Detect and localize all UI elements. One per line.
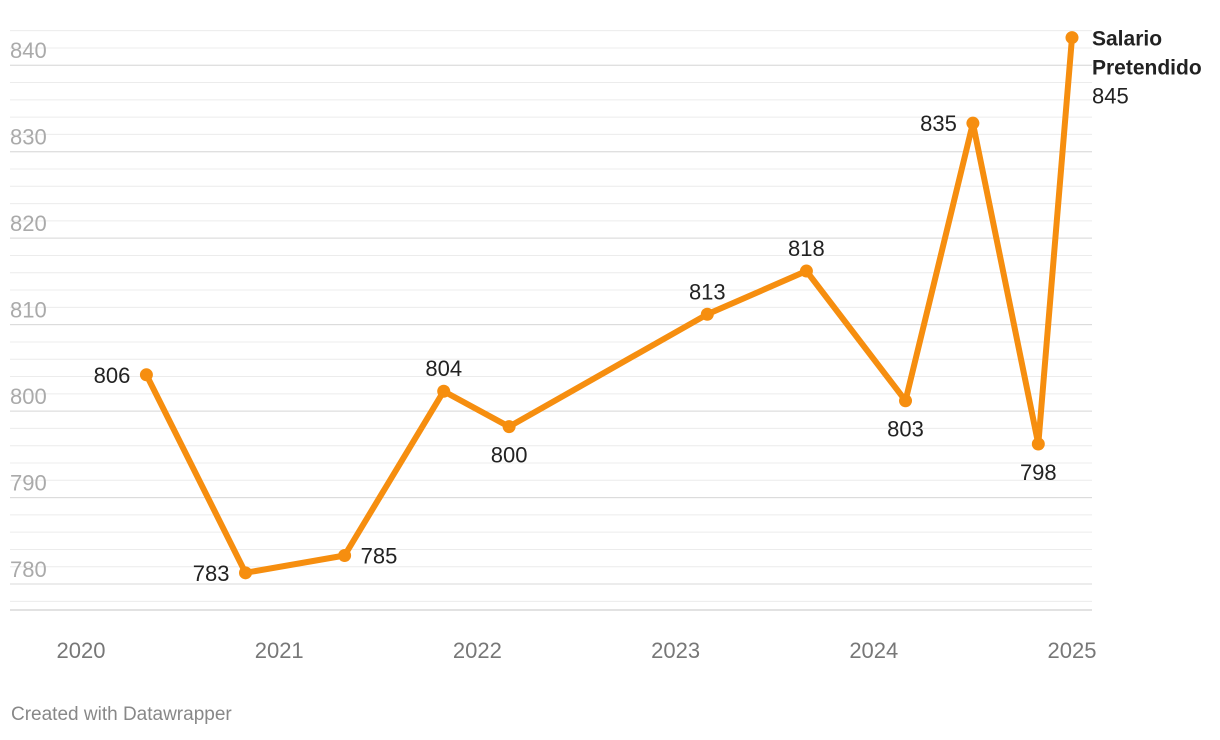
x-axis: 2020 2021 2022 2023 2024 2025 xyxy=(10,609,1097,663)
y-tick-label: 790 xyxy=(10,471,47,496)
x-tick-label: 2022 xyxy=(453,638,502,663)
x-tick-label: 2023 xyxy=(651,638,700,663)
data-label: 785 xyxy=(361,544,398,569)
data-point xyxy=(1031,437,1045,451)
x-tick-label: 2024 xyxy=(849,638,898,663)
data-point xyxy=(1065,31,1079,45)
data-point xyxy=(899,394,913,408)
data-label: 798 xyxy=(1020,460,1057,485)
data-point xyxy=(700,307,714,321)
series-name-label: Salario xyxy=(1092,28,1162,51)
data-labels: 806 783 785 804 800 813 818 803 835 798 845 Salario… xyxy=(94,28,1202,586)
data-label: 804 xyxy=(425,356,462,381)
series-name-label: Pretendido xyxy=(1092,57,1202,80)
x-tick-label: 2021 xyxy=(255,638,304,663)
data-label: 845 xyxy=(1092,84,1129,109)
y-tick-label: 840 xyxy=(10,38,47,63)
data-label: 818 xyxy=(788,236,825,261)
data-label: 813 xyxy=(689,279,726,304)
data-point xyxy=(338,549,352,563)
data-point xyxy=(437,384,451,398)
y-tick-label: 820 xyxy=(10,211,47,236)
data-label: 783 xyxy=(193,561,230,586)
x-tick-label: 2025 xyxy=(1048,638,1097,663)
data-point xyxy=(139,368,153,382)
data-point xyxy=(239,566,253,580)
data-point xyxy=(502,420,516,434)
data-label: 806 xyxy=(94,363,131,388)
datawrapper-credit: Created with Datawrapper xyxy=(11,704,232,725)
data-point xyxy=(799,264,813,278)
data-label: 800 xyxy=(491,443,528,468)
y-axis: 780 790 800 810 820 830 840 xyxy=(10,38,47,582)
x-tick-label: 2020 xyxy=(57,638,106,663)
y-tick-label: 810 xyxy=(10,298,47,323)
y-tick-label: 800 xyxy=(10,384,47,409)
data-point xyxy=(966,116,980,130)
data-label: 803 xyxy=(887,417,924,442)
y-tick-label: 780 xyxy=(10,557,47,582)
data-label: 835 xyxy=(920,111,957,136)
y-tick-label: 830 xyxy=(10,125,47,150)
series-group xyxy=(139,31,1079,580)
